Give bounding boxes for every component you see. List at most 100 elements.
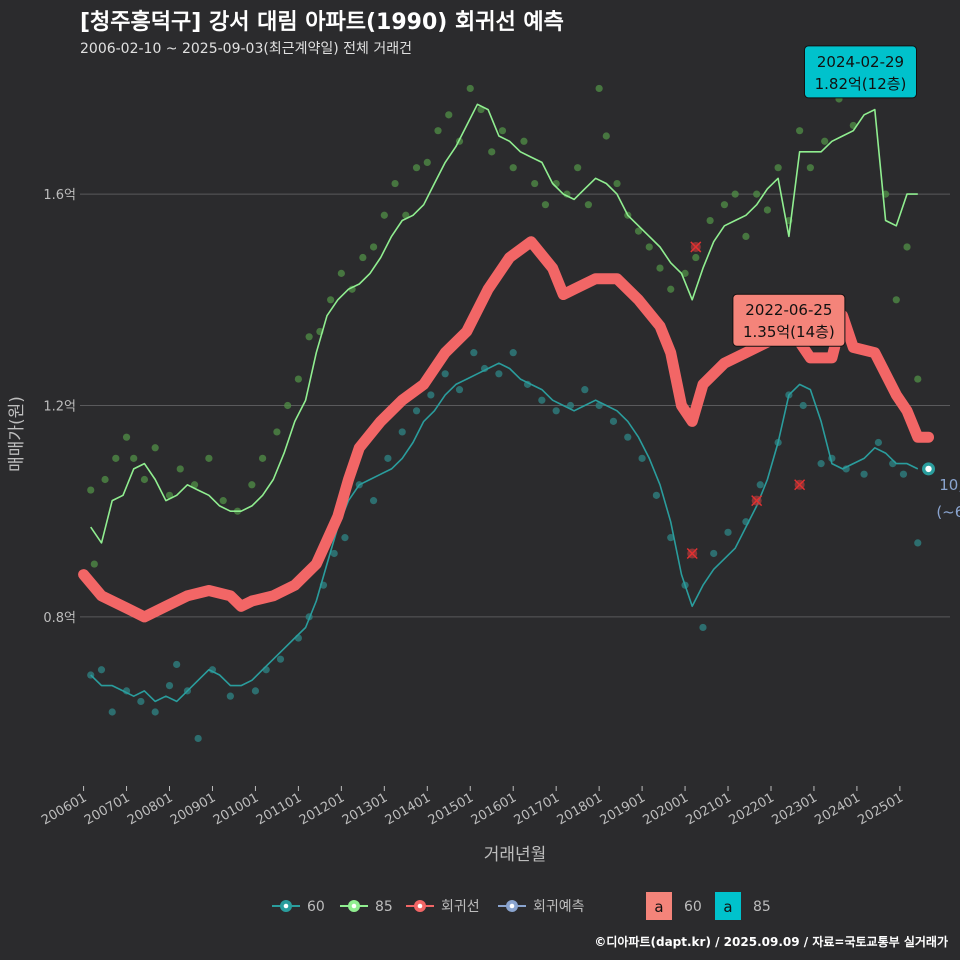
axes: 0.8억 1.2억 1.6억 2006012007012008012009012010…	[7, 188, 906, 865]
legend-dot-center-fc	[509, 903, 515, 909]
x-tick-label: 200601	[39, 790, 89, 828]
scatter-point-60	[509, 349, 517, 357]
regression-marker-x	[686, 547, 698, 560]
x-tick-label: 201701	[512, 790, 562, 828]
scatter-point-85	[509, 164, 517, 172]
scatter-point-60	[369, 497, 378, 505]
scatter-point-85	[742, 232, 750, 240]
legend-dot-center-reg	[417, 903, 423, 909]
scatter-point-60	[860, 470, 868, 478]
scatter-point-60	[724, 528, 732, 536]
legend-dot-center-85	[351, 903, 357, 909]
x-tick-label: 200801	[125, 790, 175, 828]
legend-box-60	[646, 892, 672, 920]
scatter-point-85	[87, 486, 95, 494]
scatter-point-85	[720, 201, 729, 209]
scatter-point-85	[574, 164, 582, 172]
forecast-point	[925, 465, 932, 473]
regression-marker-x	[690, 241, 702, 253]
regression-marker-x	[751, 495, 763, 507]
x-tick-label: 201301	[340, 790, 390, 828]
footer-credit: ©디아파트(dapt.kr) / 2025.09.09 / 자료=국토교통부 실…	[594, 935, 948, 949]
scatter-point-60	[330, 549, 338, 558]
scatter-point-60	[699, 623, 707, 632]
x-tick-label: 202501	[855, 790, 905, 828]
y-axis-title: 매매가(원)	[7, 396, 27, 472]
scatter-point-85	[130, 454, 138, 462]
scatter-point-60	[799, 401, 807, 410]
annotation-date: 2022-06-25	[745, 301, 832, 319]
scatter-point-85	[248, 481, 256, 489]
scatter-point-85	[892, 296, 900, 304]
legend: 60 85 회귀선 회귀예측 a 60 a 85	[272, 892, 771, 920]
scatter-point-85	[903, 243, 911, 251]
scatter-point-85	[706, 216, 714, 225]
scatter-point-60	[441, 370, 449, 378]
scatter-point-85	[667, 285, 675, 293]
scatter-point-85	[645, 243, 653, 251]
legend-dot-center-60	[283, 903, 289, 909]
annotation-box-red	[732, 293, 846, 347]
scatter-point-60	[874, 438, 882, 447]
scatter-point-85	[284, 401, 292, 410]
annotation-date: 2024-02-29	[817, 53, 904, 71]
legend-label-fc: 회귀예측	[533, 899, 585, 915]
scatter-point-60	[667, 534, 675, 542]
scatter-point-85	[101, 475, 109, 484]
scatter-point-85	[613, 179, 621, 188]
scatter-point-60	[108, 708, 116, 716]
scatter-point-60	[165, 681, 174, 690]
scatter-point-85	[466, 84, 474, 93]
x-tick-label: 201101	[254, 790, 304, 828]
scatter-point-60	[624, 433, 632, 441]
scatter-point-85	[681, 269, 689, 277]
x-tick-label: 202001	[641, 790, 691, 828]
scatter-point-85	[821, 137, 829, 145]
scatter-point-85	[305, 333, 313, 341]
x-tick-label: 201801	[555, 790, 605, 828]
series-line-60	[90, 362, 919, 703]
scatter-point-85	[151, 444, 159, 452]
scatter-point-60	[581, 386, 589, 394]
scatter-point-60	[412, 407, 421, 415]
scatter-point-60	[427, 391, 435, 399]
scatter-point-85	[219, 497, 227, 505]
scatter-point-85	[112, 454, 120, 462]
scatter-point-60	[710, 549, 718, 558]
scatter-point-85	[753, 190, 761, 198]
annotation-value: 1.82억(12층)	[815, 75, 907, 93]
scatter-point-60	[341, 534, 349, 542]
scatter-point-60	[652, 491, 661, 499]
scatter-point-85	[520, 137, 528, 145]
scatter-point-60	[914, 539, 922, 547]
scatter-point-85	[423, 158, 431, 167]
scatter-point-85	[90, 560, 98, 568]
scatter-point-85	[584, 201, 592, 209]
scatter-point-85	[294, 375, 302, 383]
scatter-point-85	[445, 111, 453, 119]
x-tick-label: 201401	[383, 790, 433, 828]
x-tick-label: 201601	[469, 790, 519, 828]
y-tick-label: 1.6억	[43, 188, 76, 203]
scatter-point-85	[806, 164, 814, 172]
scatter-point-60	[151, 708, 159, 716]
scatter-point-85	[369, 243, 378, 251]
legend-box-glyph: a	[723, 898, 732, 916]
annotation-box-cyan	[803, 45, 917, 99]
scatter-point-60	[276, 655, 285, 663]
series-lines	[78, 103, 936, 703]
scatter-point-60	[194, 734, 202, 743]
x-tick-label: 202301	[769, 790, 819, 828]
scatter-point-60	[226, 692, 234, 700]
scatter-point-85	[914, 375, 922, 383]
x-tick-label: 201901	[598, 790, 648, 828]
annotation-value: 1.35억(14층)	[743, 323, 835, 341]
x-tick-label: 200701	[82, 790, 132, 828]
legend-box-85	[715, 892, 741, 920]
scatter-point-85	[488, 148, 496, 156]
scatter-point-85	[434, 127, 442, 135]
scatter-point-60	[495, 370, 503, 378]
scatter-point-60	[756, 481, 764, 489]
x-axis-title: 거래년월	[484, 845, 547, 865]
